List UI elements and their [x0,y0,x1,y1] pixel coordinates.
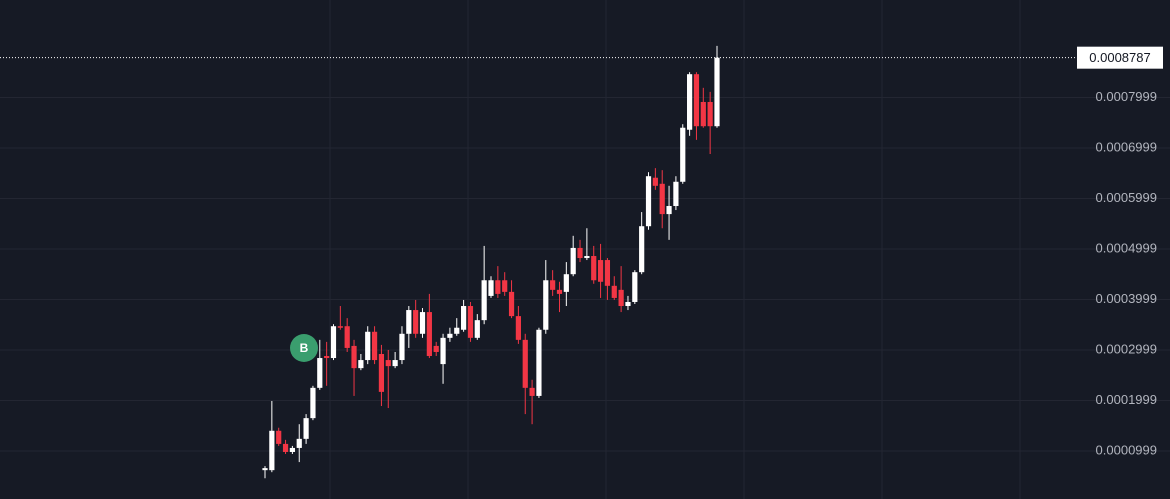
y-tick-label: 0.0007999 [1096,89,1157,104]
marker-circle [290,334,318,362]
candle-body [659,183,665,215]
candle-body [419,312,426,334]
candle-body [474,320,480,338]
candle-body [358,360,364,369]
candle-body [296,438,302,448]
candle-body [550,280,556,290]
candle-body [495,280,501,294]
candle-body [536,329,542,396]
candle-body [639,226,645,273]
candle-body [433,345,439,352]
candle-body [454,327,460,334]
candle-body [673,181,679,207]
y-tick-label: 0.0004999 [1096,240,1157,255]
candle-body [563,274,569,292]
candle-body [543,280,549,330]
candle-body [632,272,638,302]
candle-body [714,57,720,127]
candle-body [693,74,700,127]
candle-body [570,247,576,275]
candle-body [556,289,563,294]
y-tick-label: 0.0002999 [1096,341,1157,356]
last-price-box [1077,46,1163,69]
candle-body [276,430,282,444]
buy-marker: B [290,334,318,362]
candle-body [406,310,412,334]
candle-body [324,356,330,359]
candle-body [597,260,604,282]
candle-body [385,360,391,367]
candle-body [707,101,713,127]
last-price-label: 0.0008787 [1089,50,1150,65]
marker-label: B [300,341,309,355]
candle-body [625,301,631,307]
candle-body [645,176,652,227]
candle-body [344,326,350,348]
candle-body [591,256,597,281]
plot-area [0,45,1076,479]
candle-body [399,333,405,361]
candle-body [529,387,535,396]
candle-body [426,312,432,357]
candle-body [337,326,343,328]
candle-body [488,280,494,296]
candle-body [687,74,693,130]
candle-body [611,285,617,298]
y-tick-label: 0.0001999 [1096,392,1157,407]
candle-body [371,331,378,361]
candle-body [440,337,446,365]
candle-body [700,101,706,127]
candle-body [502,280,508,292]
candle-body [584,256,590,259]
candle-body [467,306,474,338]
candle-body [680,127,686,182]
candle-body [282,443,289,452]
candle-body [481,280,487,321]
candle-body [262,468,268,471]
candle-body [317,358,323,388]
candle-body [577,247,583,259]
y-tick-label: 0.0005999 [1096,190,1157,205]
y-tick-label: 0.0000999 [1096,442,1157,457]
candle-body [508,291,515,317]
candle-body [378,353,385,392]
candle-body [351,345,357,369]
candle-body [310,387,316,419]
y-tick-label: 0.0006999 [1096,139,1157,154]
candle-body [515,316,521,340]
y-tick-label: 0.0003999 [1096,291,1157,306]
y-axis: 0.0000999 0.0001999 0.0002999 0.0003999 0.00… [1077,46,1163,457]
candle-body [392,360,398,367]
candle-body [269,430,275,471]
candle-body [447,333,453,338]
candle-body [618,289,624,307]
candle-body [461,306,467,330]
candle-body [522,339,528,388]
candle-body [303,418,309,439]
candle-body [289,447,295,452]
candle-body [604,260,611,286]
candle-body [365,331,371,361]
candle-body [666,206,672,215]
candle-body [652,177,658,186]
candle-body [413,310,419,334]
candle-body [330,326,337,359]
